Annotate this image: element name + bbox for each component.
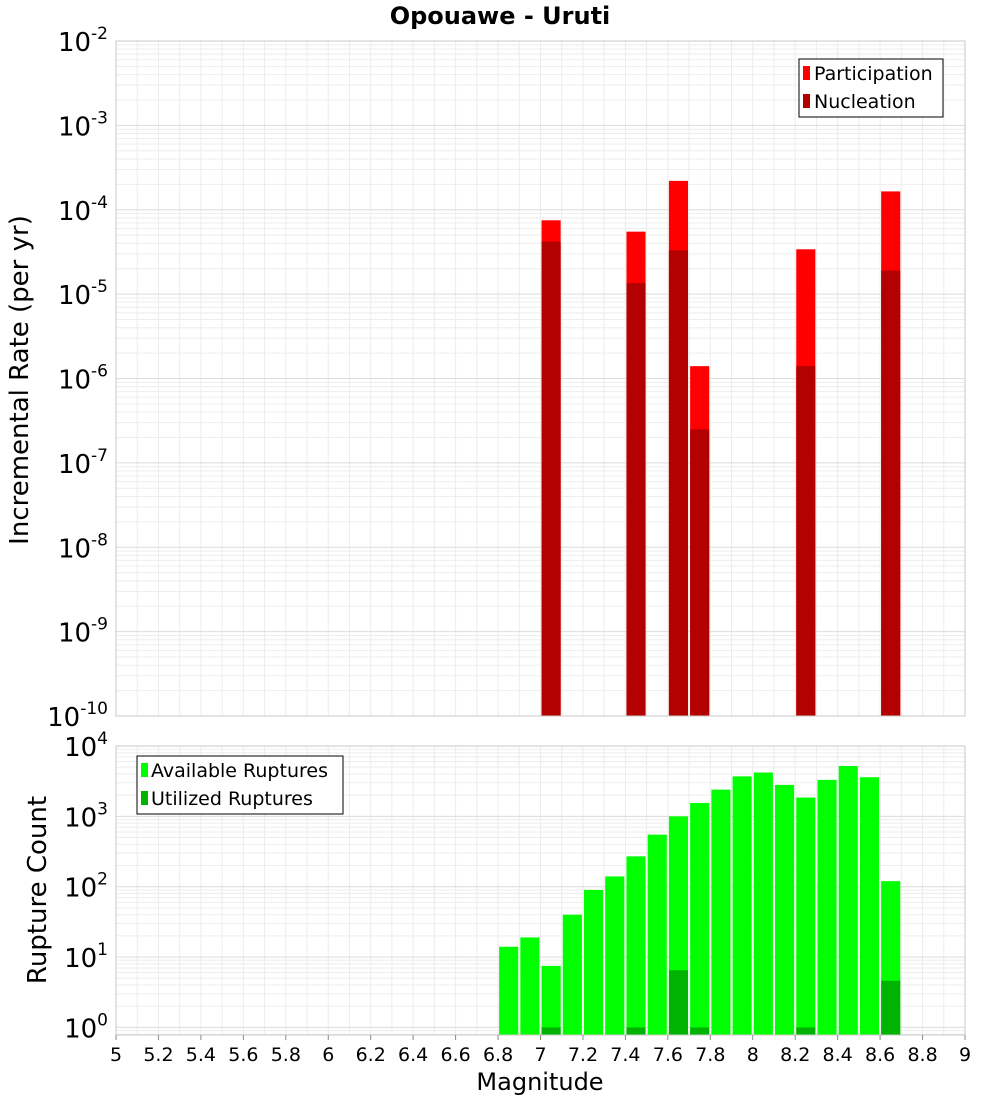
y-tick-label: 104 xyxy=(64,729,108,763)
legend-utilized-label: Utilized Ruptures xyxy=(151,788,313,810)
rate-bar-b xyxy=(668,250,689,717)
x-tick-label: 5.6 xyxy=(228,1044,258,1066)
count-bar-a xyxy=(711,789,731,1035)
y-tick-label: 10-7 xyxy=(58,446,108,480)
y-tick-label: 10-6 xyxy=(58,362,108,396)
x-tick-label: 6.2 xyxy=(356,1044,386,1066)
x-axis-label: Magnitude xyxy=(476,1068,603,1096)
rate-panel: 10-10 10-9 10-8 10-7 10-6 10-5 10-4 10-3 10-2 In… xyxy=(5,24,966,733)
count-bar-a xyxy=(859,777,880,1035)
count-bar-a xyxy=(775,784,795,1035)
chart-title: Opouawe - Uruti xyxy=(390,2,611,30)
count-bar-b xyxy=(541,1027,561,1035)
x-tick-label: 5.2 xyxy=(143,1044,173,1066)
x-tick-label: 5.4 xyxy=(186,1044,216,1066)
rate-grid xyxy=(115,41,966,717)
count-bar-a xyxy=(541,965,561,1035)
count-bar-a xyxy=(499,946,519,1035)
rate-bar-b xyxy=(690,429,710,716)
count-bar-a xyxy=(562,914,582,1035)
y-tick-label: 10-5 xyxy=(58,277,108,311)
legend-utilized-swatch xyxy=(141,791,148,805)
count-panel: 100 101 102 103 104 5 5.2 5.4 5.6 5.8 6 6.2 6.4 6.6 6… xyxy=(23,729,971,1096)
x-tick-label: 7 xyxy=(534,1044,546,1066)
count-bar-a xyxy=(732,776,752,1035)
x-tick-label: 6.6 xyxy=(440,1044,470,1066)
count-legend: Available Ruptures Utilized Ruptures xyxy=(136,755,344,815)
count-bars xyxy=(499,765,901,1035)
y-tick-label: 101 xyxy=(64,940,108,974)
count-bar-a xyxy=(520,937,540,1035)
legend-participation-label: Participation xyxy=(814,63,933,85)
rate-y-ticks: 10-10 10-9 10-8 10-7 10-6 10-5 10-4 10-3 10-2 xyxy=(47,24,108,733)
rate-legend: Participation Nucleation xyxy=(798,58,944,118)
y-tick-label: 10-9 xyxy=(58,615,108,649)
x-tick-label: 6.8 xyxy=(483,1044,513,1066)
legend-available-swatch xyxy=(141,763,148,777)
count-bar-a xyxy=(796,797,816,1035)
count-bar-a xyxy=(838,765,858,1035)
count-bar-b xyxy=(796,1027,816,1035)
y-tick-label: 102 xyxy=(64,870,108,904)
y-tick-label: 10-8 xyxy=(58,530,108,564)
rate-legend-box xyxy=(798,58,944,118)
rate-plot-frame xyxy=(115,40,966,717)
x-tick-label: 5.8 xyxy=(271,1044,301,1066)
count-x-ticks: 5 5.2 5.4 5.6 5.8 6 6.2 6.4 6.6 6.8 7 7.2 7.4 7.6 7.8 8… xyxy=(110,1035,971,1066)
rate-y-axis-label: Incremental Rate (per yr) xyxy=(5,215,35,545)
x-tick-label: 8.4 xyxy=(823,1044,853,1066)
x-tick-label: 8.8 xyxy=(907,1044,937,1066)
count-bar-b xyxy=(690,1027,710,1035)
count-bar-a xyxy=(647,834,667,1035)
rate-bar-b xyxy=(626,283,646,716)
y-tick-label: 10-3 xyxy=(58,108,108,142)
legend-available-label: Available Ruptures xyxy=(151,760,328,782)
x-tick-label: 7.8 xyxy=(695,1044,725,1066)
x-tick-label: 7.2 xyxy=(568,1044,598,1066)
x-tick-label: 7.4 xyxy=(610,1044,640,1066)
x-tick-label: 7.6 xyxy=(653,1044,683,1066)
count-bar-a xyxy=(690,802,710,1035)
x-tick-label: 8 xyxy=(747,1044,759,1066)
legend-nucleation-swatch xyxy=(803,94,810,108)
count-bar-a xyxy=(626,856,646,1035)
x-tick-label: 6 xyxy=(322,1044,334,1066)
y-tick-label: 10-10 xyxy=(47,699,108,733)
legend-participation-swatch xyxy=(803,66,810,80)
x-tick-label: 5 xyxy=(110,1044,122,1066)
count-legend-box xyxy=(136,755,344,815)
x-tick-label: 8.6 xyxy=(865,1044,895,1066)
count-bar-a xyxy=(817,779,837,1035)
y-tick-label: 100 xyxy=(64,1010,108,1044)
y-tick-label: 10-2 xyxy=(58,24,108,58)
x-tick-label: 9 xyxy=(959,1044,971,1066)
count-bar-b xyxy=(881,980,901,1035)
x-tick-label: 6.4 xyxy=(398,1044,428,1066)
count-bar-a xyxy=(605,876,625,1035)
rate-bars xyxy=(541,180,901,717)
count-bar-b xyxy=(668,970,689,1035)
rate-bar-b xyxy=(796,366,816,716)
rate-bar-b xyxy=(881,270,901,716)
x-tick-label: 8.2 xyxy=(780,1044,810,1066)
legend-nucleation-label: Nucleation xyxy=(814,91,916,113)
count-bar-a xyxy=(753,772,773,1035)
y-tick-label: 10-4 xyxy=(58,193,108,227)
rate-bar-b xyxy=(541,241,561,717)
count-y-ticks: 100 101 102 103 104 xyxy=(64,729,108,1044)
count-bar-a xyxy=(584,889,604,1035)
count-bar-b xyxy=(626,1027,646,1035)
y-tick-label: 103 xyxy=(64,799,108,833)
count-y-axis-label: Rupture Count xyxy=(23,796,53,984)
